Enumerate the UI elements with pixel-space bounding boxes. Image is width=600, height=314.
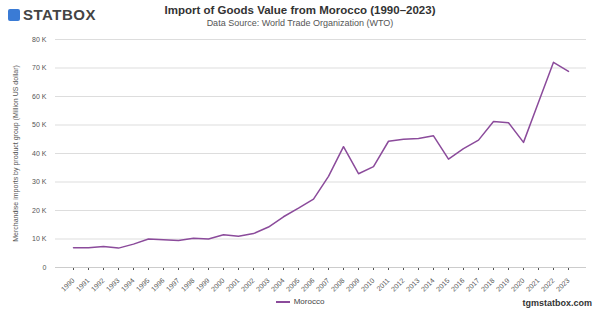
svg-text:Merchandise imports by product: Merchandise imports by product group (Mi… <box>12 65 20 242</box>
svg-text:1991: 1991 <box>75 277 91 293</box>
html-text:STATBOX: STATBOX <box>23 6 96 23</box>
svg-text:2010: 2010 <box>360 277 376 293</box>
svg-text:1998: 1998 <box>180 277 196 293</box>
svg-text:1996: 1996 <box>150 277 166 293</box>
svg-text:2000: 2000 <box>210 277 226 293</box>
svg-text:1995: 1995 <box>135 277 151 293</box>
svg-text:2006: 2006 <box>300 277 316 293</box>
svg-text:2002: 2002 <box>240 277 256 293</box>
svg-text:2018: 2018 <box>480 277 496 293</box>
svg-text:2008: 2008 <box>330 277 346 293</box>
svg-text:0: 0 <box>43 264 47 271</box>
svg-text:2021: 2021 <box>525 277 541 293</box>
html-text:tgmstatbox.com: tgmstatbox.com <box>522 298 592 308</box>
svg-text:1999: 1999 <box>195 277 211 293</box>
svg-text:60 K: 60 K <box>32 93 47 100</box>
svg-text:1993: 1993 <box>105 277 121 293</box>
svg-text:40 K: 40 K <box>32 150 47 157</box>
svg-text:2023: 2023 <box>555 277 571 293</box>
svg-text:30 K: 30 K <box>32 178 47 185</box>
svg-text:1997: 1997 <box>165 277 181 293</box>
svg-text:2020: 2020 <box>510 277 526 293</box>
svg-text:2015: 2015 <box>435 277 451 293</box>
svg-text:10 K: 10 K <box>32 235 47 242</box>
svg-text:1990: 1990 <box>60 277 76 293</box>
svg-text:1992: 1992 <box>90 277 106 293</box>
svg-text:2009: 2009 <box>345 277 361 293</box>
svg-text:50 K: 50 K <box>32 121 47 128</box>
svg-text:2017: 2017 <box>465 277 481 293</box>
svg-text:2016: 2016 <box>450 277 466 293</box>
html-text:Data Source: World Trade Organ: Data Source: World Trade Organization (W… <box>206 18 394 28</box>
svg-text:2003: 2003 <box>255 277 271 293</box>
svg-text:2011: 2011 <box>375 277 391 293</box>
svg-text:2004: 2004 <box>270 277 286 293</box>
svg-text:1994: 1994 <box>120 277 136 293</box>
svg-text:70 K: 70 K <box>32 64 47 71</box>
html-text:Morocco: Morocco <box>293 297 325 306</box>
svg-text:2013: 2013 <box>405 277 421 293</box>
svg-text:80 K: 80 K <box>32 36 47 43</box>
svg-text:2022: 2022 <box>540 277 556 293</box>
html-text:Import of Goods Value from Mor: Import of Goods Value from Morocco (1990… <box>164 4 436 16</box>
svg-text:20 K: 20 K <box>32 207 47 214</box>
svg-text:2001: 2001 <box>225 277 241 293</box>
svg-text:2012: 2012 <box>390 277 406 293</box>
svg-text:2014: 2014 <box>420 277 436 293</box>
svg-text:2007: 2007 <box>315 277 331 293</box>
svg-text:2005: 2005 <box>285 277 301 293</box>
svg-text:2019: 2019 <box>495 277 511 293</box>
